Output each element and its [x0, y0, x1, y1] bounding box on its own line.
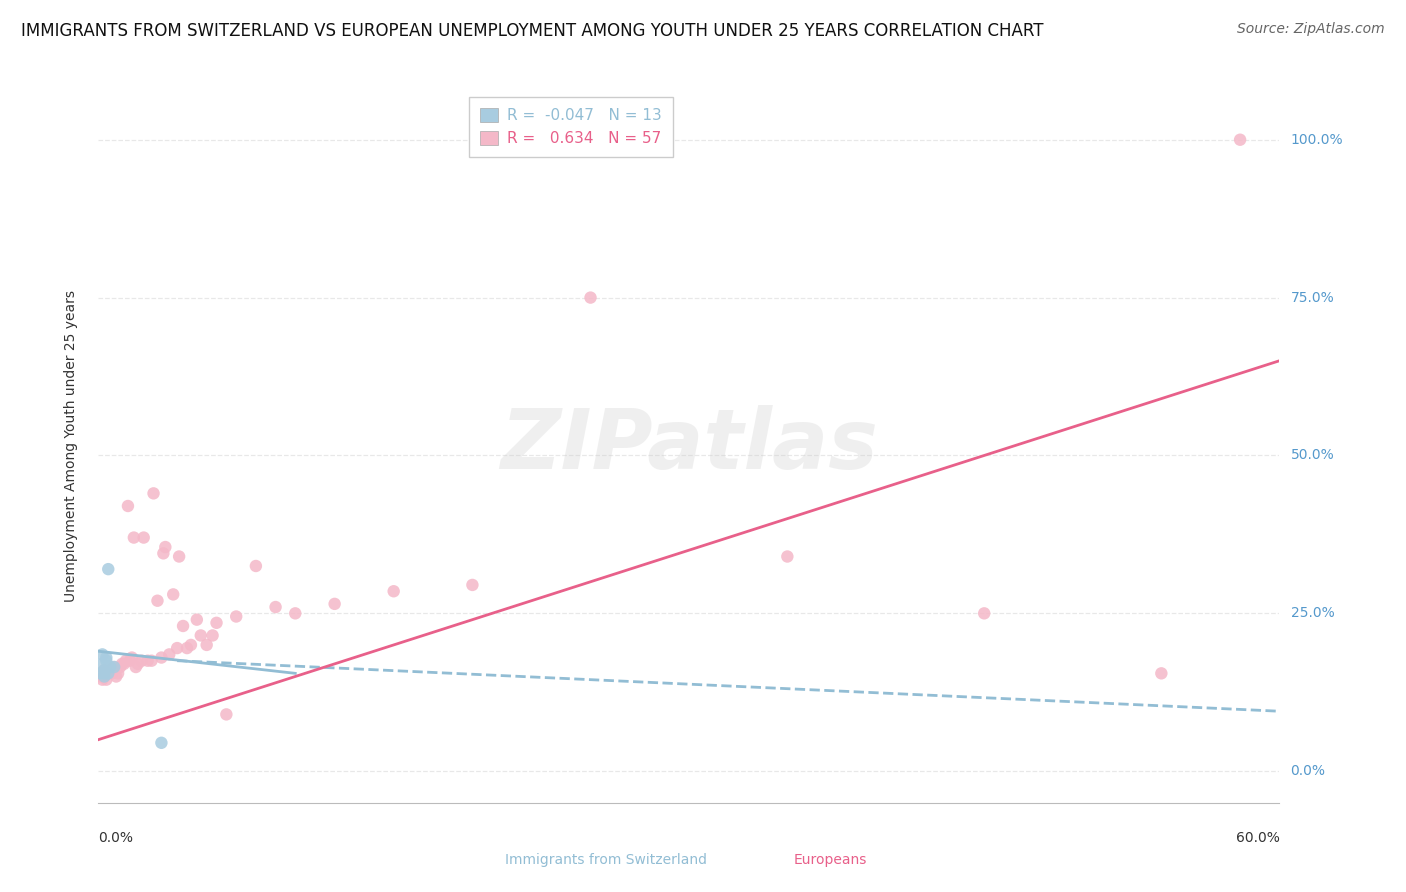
Point [195, 638, 218, 652]
Point [176, 641, 198, 656]
Point [118, 654, 141, 668]
Point [93, 669, 115, 683]
Text: Source: ZipAtlas.com: Source: ZipAtlas.com [1237, 22, 1385, 37]
Text: 25.0%: 25.0% [1291, 607, 1334, 620]
Point [117, 499, 139, 513]
Text: IMMIGRANTS FROM SWITZERLAND VS EUROPEAN UNEMPLOYMENT AMONG YOUTH UNDER 25 YEARS : IMMIGRANTS FROM SWITZERLAND VS EUROPEAN … [21, 22, 1043, 40]
Point [93, 663, 115, 677]
Point [93, 663, 115, 677]
Point [91, 666, 114, 681]
Point [152, 546, 174, 560]
Point [98, 663, 121, 677]
Text: 50.0%: 50.0% [1291, 449, 1334, 462]
Point [91, 657, 114, 671]
Point [93, 669, 115, 683]
Point [245, 559, 267, 574]
Point [172, 619, 194, 633]
Point [162, 587, 184, 601]
Point [122, 531, 145, 545]
Point [166, 641, 188, 656]
Point [97, 666, 120, 681]
Text: 75.0%: 75.0% [1291, 291, 1334, 304]
Point [155, 540, 177, 554]
Point [97, 562, 120, 576]
Point [776, 549, 799, 564]
Point [225, 609, 247, 624]
Point [105, 669, 128, 683]
Point [108, 660, 131, 674]
Text: Europeans: Europeans [794, 853, 868, 867]
Point [96, 673, 118, 687]
Point [461, 578, 484, 592]
Point [150, 736, 173, 750]
Point [93, 666, 115, 681]
Point [112, 657, 135, 671]
Point [157, 648, 180, 662]
Point [150, 650, 173, 665]
Point [96, 654, 118, 668]
Point [127, 657, 149, 671]
Point [141, 654, 163, 668]
Point [98, 660, 121, 674]
Point [146, 593, 169, 607]
Y-axis label: Unemployment Among Youth under 25 years: Unemployment Among Youth under 25 years [63, 290, 77, 602]
Point [132, 531, 155, 545]
Point [115, 654, 138, 668]
Point [89, 666, 111, 681]
Point [131, 654, 153, 668]
Point [1150, 666, 1173, 681]
Point [89, 669, 111, 683]
Text: Immigrants from Switzerland: Immigrants from Switzerland [505, 853, 707, 867]
Point [284, 607, 307, 621]
Text: 0.0%: 0.0% [98, 831, 134, 846]
Point [973, 607, 995, 621]
Point [215, 707, 238, 722]
Point [103, 660, 125, 674]
Point [103, 660, 125, 674]
Point [1229, 133, 1251, 147]
Point [107, 666, 129, 681]
Point [180, 638, 202, 652]
Point [579, 291, 602, 305]
Legend: R =  -0.047   N = 13, R =   0.634   N = 57: R = -0.047 N = 13, R = 0.634 N = 57 [470, 97, 672, 157]
Point [136, 654, 159, 668]
Point [101, 666, 124, 681]
Point [97, 666, 120, 681]
Point [142, 486, 165, 500]
Text: 0.0%: 0.0% [1291, 764, 1326, 778]
Text: 100.0%: 100.0% [1291, 133, 1343, 146]
Point [91, 673, 114, 687]
Point [186, 613, 208, 627]
Text: ZIPatlas: ZIPatlas [501, 406, 877, 486]
Point [96, 650, 118, 665]
Text: 60.0%: 60.0% [1236, 831, 1279, 846]
Point [125, 660, 148, 674]
Point [323, 597, 346, 611]
Point [97, 666, 120, 681]
Point [121, 650, 143, 665]
Point [382, 584, 405, 599]
Point [205, 615, 228, 630]
Point [264, 600, 287, 615]
Point [91, 648, 114, 662]
Point [111, 657, 134, 671]
Point [190, 628, 212, 642]
Point [167, 549, 190, 564]
Point [201, 628, 224, 642]
